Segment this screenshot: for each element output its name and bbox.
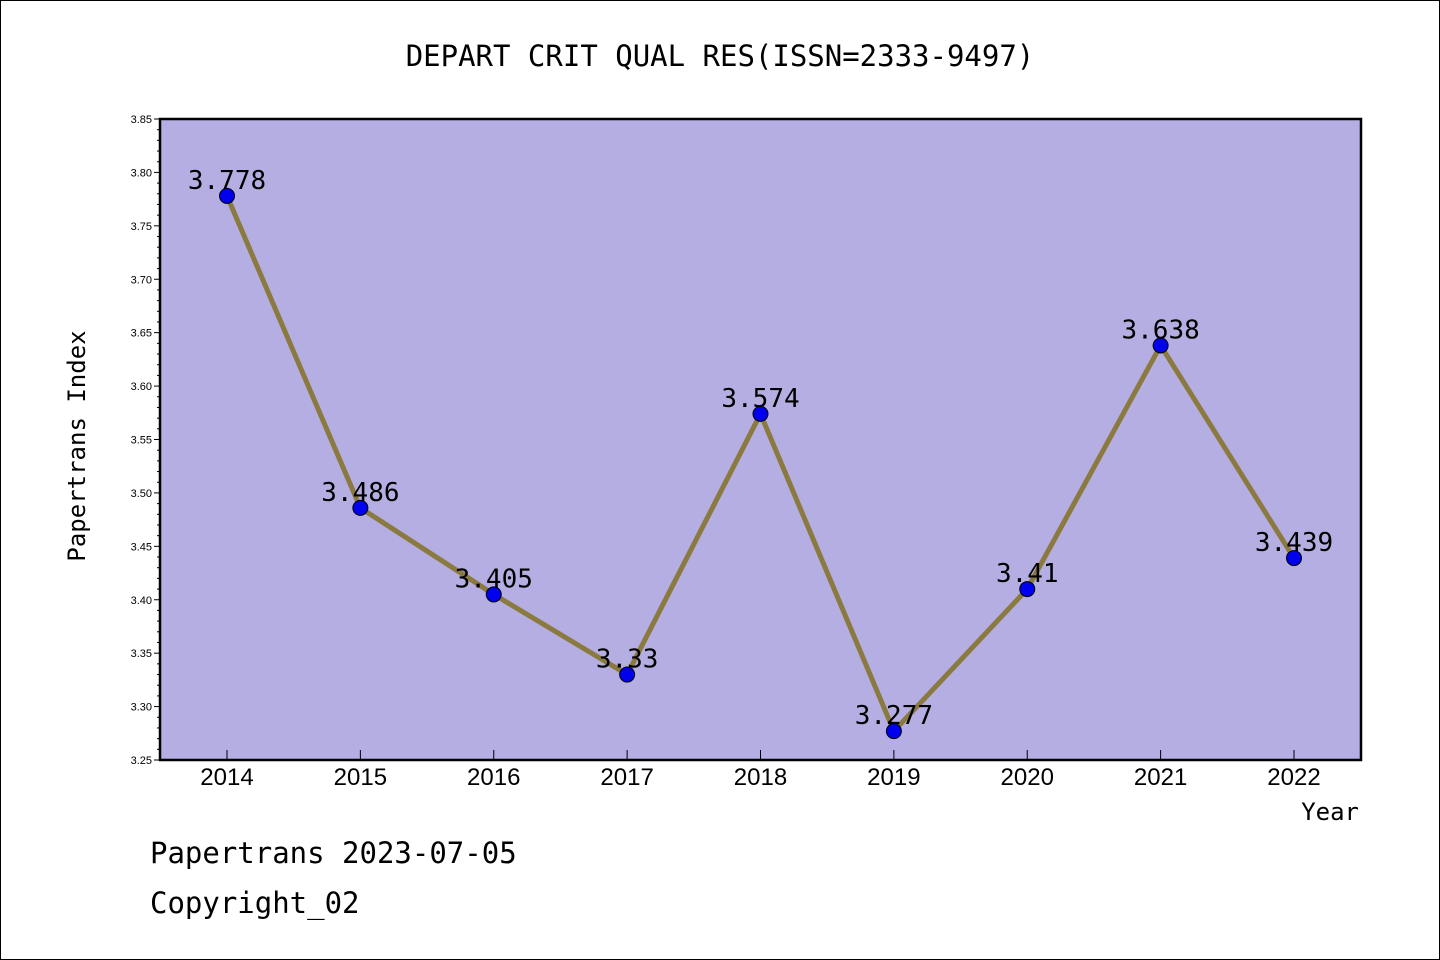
x-tick-label: 2016 <box>467 764 520 791</box>
y-axis-label: Papertrans Index <box>63 330 91 561</box>
y-tick-label: 3.25 <box>131 755 152 767</box>
x-tick-label: 2017 <box>600 764 653 791</box>
data-label: 3.486 <box>321 478 399 508</box>
data-label: 3.405 <box>455 564 533 594</box>
series-layer: 3.778 3.486 3.405 3.33 3.574 3.277 3.41 3.638 3.… <box>188 166 1333 740</box>
y-tick-label: 3.50 <box>131 488 152 500</box>
data-label: 3.638 <box>1121 315 1199 345</box>
x-tick-label: 2014 <box>200 764 253 791</box>
data-point <box>485 586 502 603</box>
plot-area <box>158 117 1363 762</box>
y-tick-label: 3.35 <box>131 648 152 660</box>
y-tick-label: 3.60 <box>131 381 152 393</box>
y-tick-label: 3.30 <box>131 702 152 714</box>
data-label: 3.574 <box>721 384 799 414</box>
x-axis: 2014 2015 2016 2017 2018 2019 2020 2021 2022 <box>200 750 1321 791</box>
data-label: 3.41 <box>996 559 1059 589</box>
y-tick-label: 3.85 <box>131 114 152 126</box>
data-point <box>1286 550 1302 567</box>
data-label: 3.33 <box>596 645 659 675</box>
data-label: 3.439 <box>1255 528 1333 558</box>
x-tick-label: 2022 <box>1267 764 1320 791</box>
data-point <box>352 499 369 516</box>
x-axis-label: Year <box>1301 798 1359 826</box>
data-point <box>1019 581 1036 598</box>
y-axis: 3.25 3.30 3.35 3.40 3.45 3.50 3.55 3.60 3.65 3.70… <box>131 114 160 767</box>
x-tick-label: 2021 <box>1134 764 1187 791</box>
x-tick-label: 2020 <box>1001 764 1054 791</box>
x-tick-label: 2018 <box>734 764 787 791</box>
footer-copyright: Copyright_02 <box>150 886 360 920</box>
data-point <box>619 666 636 683</box>
y-tick-label: 3.75 <box>131 221 152 233</box>
data-point <box>885 723 902 740</box>
y-tick-label: 3.55 <box>131 435 152 447</box>
x-tick-label: 2015 <box>334 764 387 791</box>
x-tick-label: 2019 <box>867 764 920 791</box>
data-point <box>219 187 235 204</box>
y-tick-label: 3.80 <box>131 167 152 179</box>
y-tick-label: 3.65 <box>131 328 152 340</box>
data-label: 3.277 <box>855 701 933 731</box>
chart-title: DEPART CRIT QUAL RES(ISSN=2333-9497) <box>406 39 1035 73</box>
data-label: 3.778 <box>188 166 266 196</box>
footer-date: Papertrans 2023-07-05 <box>150 836 517 870</box>
data-point <box>752 405 769 422</box>
y-tick-label: 3.40 <box>131 595 152 607</box>
data-point <box>1152 337 1169 354</box>
y-tick-label: 3.70 <box>131 274 152 286</box>
y-tick-label: 3.45 <box>131 541 152 553</box>
